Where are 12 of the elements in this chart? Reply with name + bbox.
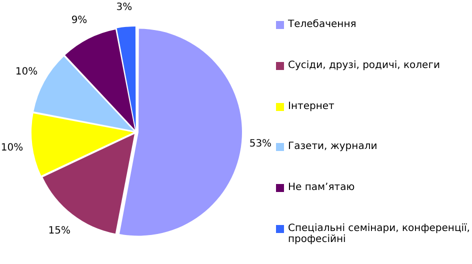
legend-label: Не пам’ятаю: [288, 182, 355, 194]
legend-label: Газети, журнали: [288, 141, 378, 152]
data-label: 10%: [15, 66, 38, 78]
data-label: 3%: [116, 2, 132, 14]
legend-label: Телебачення: [288, 18, 356, 30]
legend-label: Сусіди, друзі, родичі, колеги: [288, 60, 440, 71]
data-label: 15%: [48, 225, 71, 236]
data-label: 10%: [0, 142, 24, 154]
legend-label: Спеціальні семінари, конференції, професійні: [288, 223, 470, 246]
data-label: 9%: [71, 15, 88, 26]
data-label: 53%: [249, 138, 272, 150]
legend-label: Інтернет: [288, 100, 334, 112]
